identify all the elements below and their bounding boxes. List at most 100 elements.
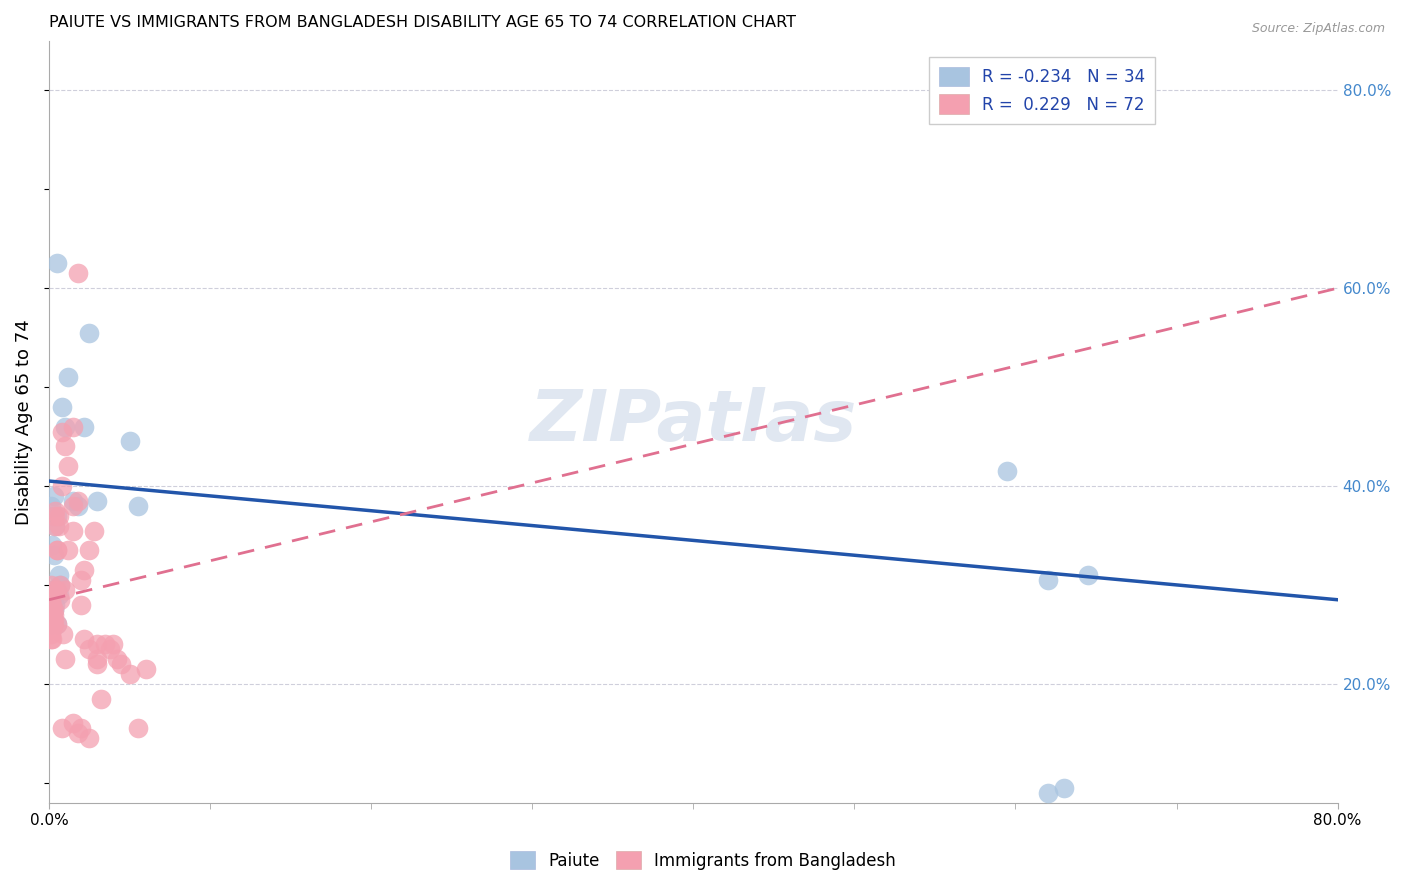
Point	[41, 613, 63, 627]
Point	[66, 726, 89, 740]
Point	[118, 434, 141, 449]
Point	[51, 400, 73, 414]
Point	[46, 543, 69, 558]
Point	[70, 573, 93, 587]
Point	[53, 582, 76, 597]
Point	[41, 602, 63, 616]
Point	[46, 582, 69, 597]
Point	[62, 493, 84, 508]
Point	[42, 613, 65, 627]
Point	[62, 524, 84, 538]
Point	[62, 499, 84, 513]
Point	[83, 524, 105, 538]
Point	[58, 370, 80, 384]
Point	[38, 613, 60, 627]
Point	[49, 592, 72, 607]
Point	[1036, 573, 1059, 587]
Point	[94, 637, 117, 651]
Point	[44, 504, 66, 518]
Point	[44, 518, 66, 533]
Point	[70, 598, 93, 612]
Point	[42, 617, 65, 632]
Point	[38, 607, 60, 622]
Point	[53, 439, 76, 453]
Point	[42, 602, 65, 616]
Point	[39, 632, 62, 647]
Point	[42, 582, 65, 597]
Point	[58, 459, 80, 474]
Point	[73, 419, 96, 434]
Point	[53, 652, 76, 666]
Point	[48, 588, 70, 602]
Point	[41, 538, 63, 552]
Point	[1036, 786, 1059, 800]
Point	[46, 543, 69, 558]
Point	[42, 489, 65, 503]
Point	[77, 543, 100, 558]
Y-axis label: Disability Age 65 to 74: Disability Age 65 to 74	[15, 318, 32, 524]
Point	[44, 598, 66, 612]
Point	[86, 493, 108, 508]
Point	[42, 582, 65, 597]
Point	[38, 623, 60, 637]
Point	[38, 617, 60, 632]
Text: PAIUTE VS IMMIGRANTS FROM BANGLADESH DISABILITY AGE 65 TO 74 CORRELATION CHART: PAIUTE VS IMMIGRANTS FROM BANGLADESH DIS…	[49, 15, 796, 30]
Point	[42, 607, 65, 622]
Point	[39, 578, 62, 592]
Point	[42, 548, 65, 562]
Point	[86, 637, 108, 651]
Point	[49, 578, 72, 592]
Point	[48, 508, 70, 523]
Point	[48, 518, 70, 533]
Point	[46, 256, 69, 270]
Point	[86, 652, 108, 666]
Point	[52, 627, 75, 641]
Point	[86, 657, 108, 671]
Point	[58, 543, 80, 558]
Point	[44, 518, 66, 533]
Point	[105, 652, 128, 666]
Text: ZIPatlas: ZIPatlas	[530, 387, 858, 456]
Point	[46, 617, 69, 632]
Point	[66, 499, 89, 513]
Point	[51, 722, 73, 736]
Point	[41, 598, 63, 612]
Point	[66, 493, 89, 508]
Point	[103, 637, 125, 651]
Point	[49, 578, 72, 592]
Point	[39, 588, 62, 602]
Point	[98, 642, 121, 657]
Point	[39, 582, 62, 597]
Point	[77, 731, 100, 746]
Point	[997, 464, 1019, 478]
Point	[46, 508, 69, 523]
Point	[127, 722, 149, 736]
Point	[77, 642, 100, 657]
Point	[70, 722, 93, 736]
Legend: Paiute, Immigrants from Bangladesh: Paiute, Immigrants from Bangladesh	[503, 845, 903, 877]
Point	[127, 499, 149, 513]
Point	[39, 499, 62, 513]
Point	[41, 607, 63, 622]
Point	[41, 617, 63, 632]
Point	[73, 563, 96, 577]
Point	[41, 598, 63, 612]
Point	[51, 479, 73, 493]
Point	[41, 508, 63, 523]
Point	[89, 691, 111, 706]
Point	[39, 627, 62, 641]
Point	[42, 602, 65, 616]
Text: Source: ZipAtlas.com: Source: ZipAtlas.com	[1251, 22, 1385, 36]
Point	[41, 623, 63, 637]
Point	[38, 602, 60, 616]
Legend: R = -0.234   N = 34, R =  0.229   N = 72: R = -0.234 N = 34, R = 0.229 N = 72	[929, 57, 1156, 124]
Point	[46, 617, 69, 632]
Point	[135, 662, 157, 676]
Point	[39, 592, 62, 607]
Point	[39, 623, 62, 637]
Point	[77, 326, 100, 340]
Point	[1053, 780, 1076, 795]
Point	[39, 617, 62, 632]
Point	[1077, 568, 1099, 582]
Point	[41, 632, 63, 647]
